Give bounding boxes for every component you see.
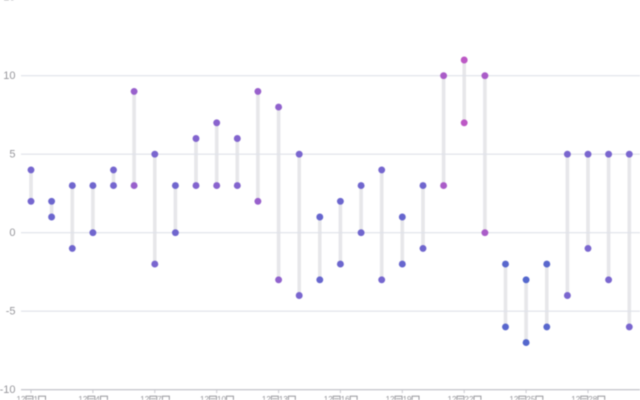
svg-text:12: 12 xyxy=(324,395,333,400)
svg-text:10: 10 xyxy=(3,70,15,82)
svg-text:0: 0 xyxy=(9,227,15,239)
svg-text:28: 28 xyxy=(588,395,597,400)
svg-text:12: 12 xyxy=(200,395,209,400)
svg-text:25: 25 xyxy=(526,395,535,400)
svg-text:7: 7 xyxy=(157,395,162,400)
svg-text:1: 1 xyxy=(34,395,39,400)
svg-text:12: 12 xyxy=(509,395,518,400)
svg-text:12: 12 xyxy=(386,395,395,400)
svg-text:12: 12 xyxy=(17,395,26,400)
svg-text:12: 12 xyxy=(140,395,149,400)
svg-text:-10: -10 xyxy=(0,384,16,396)
svg-text:5: 5 xyxy=(9,149,15,161)
svg-text:10: 10 xyxy=(217,395,226,400)
svg-text:12: 12 xyxy=(448,395,457,400)
svg-text:12: 12 xyxy=(78,395,87,400)
svg-text:12: 12 xyxy=(571,395,580,400)
svg-text:16: 16 xyxy=(341,395,350,400)
svg-text:19: 19 xyxy=(403,395,412,400)
svg-text:13: 13 xyxy=(279,395,288,400)
svg-text:-5: -5 xyxy=(6,306,16,318)
svg-text:4: 4 xyxy=(95,395,100,400)
svg-text:15: 15 xyxy=(3,0,15,4)
svg-text:12: 12 xyxy=(262,395,271,400)
svg-text:22: 22 xyxy=(465,395,474,400)
